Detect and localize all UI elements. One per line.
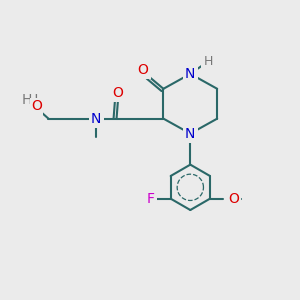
Text: H: H: [203, 56, 213, 68]
Text: F: F: [147, 192, 155, 206]
Text: H: H: [28, 93, 38, 107]
Text: O: O: [30, 100, 40, 114]
Text: H: H: [22, 93, 32, 107]
Text: N: N: [185, 127, 196, 141]
Text: O: O: [112, 86, 124, 100]
Text: O: O: [228, 192, 239, 206]
Text: O: O: [31, 99, 42, 113]
Text: N: N: [91, 112, 101, 126]
Text: O: O: [138, 63, 148, 77]
Text: N: N: [185, 67, 196, 81]
